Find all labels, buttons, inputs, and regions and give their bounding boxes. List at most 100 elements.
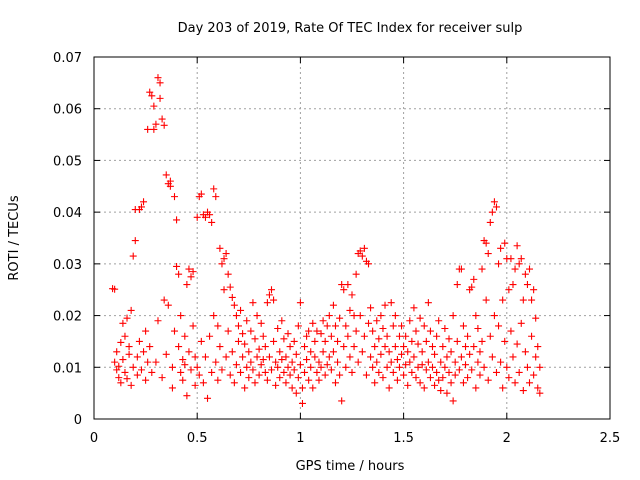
data-point <box>222 250 230 258</box>
data-point <box>362 371 370 379</box>
data-point <box>315 358 323 366</box>
data-point <box>486 332 494 340</box>
data-point <box>323 361 331 369</box>
data-point <box>319 317 327 325</box>
data-point <box>179 356 187 364</box>
data-point <box>462 343 470 351</box>
data-point <box>220 286 228 294</box>
data-point <box>170 193 178 201</box>
data-point <box>348 368 356 376</box>
data-point <box>400 343 408 351</box>
data-point <box>274 325 282 332</box>
data-point <box>410 353 418 361</box>
data-point <box>346 306 354 314</box>
data-point <box>259 332 267 340</box>
data-point <box>222 353 230 361</box>
data-point <box>125 350 133 358</box>
data-point <box>418 361 426 369</box>
data-point <box>305 327 313 335</box>
data-point <box>398 350 406 358</box>
x-tick-label: 1.5 <box>393 431 414 446</box>
data-point <box>125 343 133 351</box>
data-point <box>439 374 447 382</box>
data-point <box>162 171 170 179</box>
data-point <box>356 247 364 255</box>
data-point <box>393 376 401 384</box>
data-point <box>146 88 154 96</box>
data-point <box>144 358 152 366</box>
data-point <box>358 348 366 356</box>
data-point <box>117 379 125 387</box>
data-point <box>453 281 461 289</box>
data-point <box>284 330 292 338</box>
data-point <box>451 358 459 366</box>
data-point <box>290 366 298 374</box>
data-point <box>395 363 403 371</box>
data-point <box>369 327 377 335</box>
data-point <box>530 286 538 294</box>
data-point <box>191 353 199 361</box>
data-point <box>342 363 350 371</box>
data-point <box>253 353 261 361</box>
data-point <box>431 381 439 389</box>
data-point <box>495 322 503 330</box>
data-point <box>298 399 306 407</box>
data-point <box>311 353 319 361</box>
data-point <box>354 358 362 366</box>
y-tick-label: 0.01 <box>53 361 82 376</box>
data-point <box>457 353 465 361</box>
data-point <box>228 348 236 356</box>
data-point <box>168 384 176 392</box>
data-point <box>327 332 335 340</box>
data-point <box>135 337 143 345</box>
data-point <box>210 185 218 193</box>
data-point <box>121 368 129 376</box>
data-point <box>352 327 360 335</box>
x-axis-label: GPS time / hours <box>296 459 405 474</box>
data-point <box>307 348 315 356</box>
data-point <box>170 327 178 335</box>
data-point <box>296 361 304 369</box>
data-point <box>470 275 478 283</box>
data-point <box>294 374 302 382</box>
data-point <box>528 296 536 304</box>
data-point <box>321 371 329 379</box>
data-point <box>435 376 443 384</box>
data-point <box>480 363 488 371</box>
data-point <box>445 368 453 376</box>
data-point <box>154 74 162 82</box>
data-point <box>261 343 269 351</box>
data-point <box>177 312 185 320</box>
data-point <box>117 338 125 346</box>
data-point <box>443 353 451 361</box>
data-point <box>501 337 509 345</box>
data-point <box>187 366 195 374</box>
data-point <box>315 376 323 384</box>
data-point <box>175 343 183 351</box>
data-point <box>187 273 195 281</box>
data-point <box>241 384 249 392</box>
data-point <box>162 350 170 358</box>
data-point <box>208 218 216 226</box>
data-point <box>257 361 265 369</box>
data-point <box>276 374 284 382</box>
data-point <box>383 332 391 340</box>
data-point <box>216 244 224 252</box>
data-point <box>111 285 119 293</box>
data-point <box>251 335 259 343</box>
data-point <box>402 361 410 369</box>
data-point <box>468 366 476 374</box>
data-point <box>137 203 145 211</box>
data-point <box>389 368 397 376</box>
data-point <box>245 374 253 382</box>
data-point <box>497 244 505 252</box>
data-point <box>323 322 331 330</box>
data-point <box>472 384 480 392</box>
data-point <box>484 250 492 258</box>
data-point <box>490 312 498 320</box>
data-point <box>468 283 476 291</box>
data-point <box>346 353 354 361</box>
axis-ticks: 0 0.5 1 1.5 2 2.5 0 0.01 0.02 0.03 0.04 0.05 0.06 0.0… <box>53 51 620 446</box>
data-point <box>387 299 395 307</box>
data-point <box>259 356 267 364</box>
